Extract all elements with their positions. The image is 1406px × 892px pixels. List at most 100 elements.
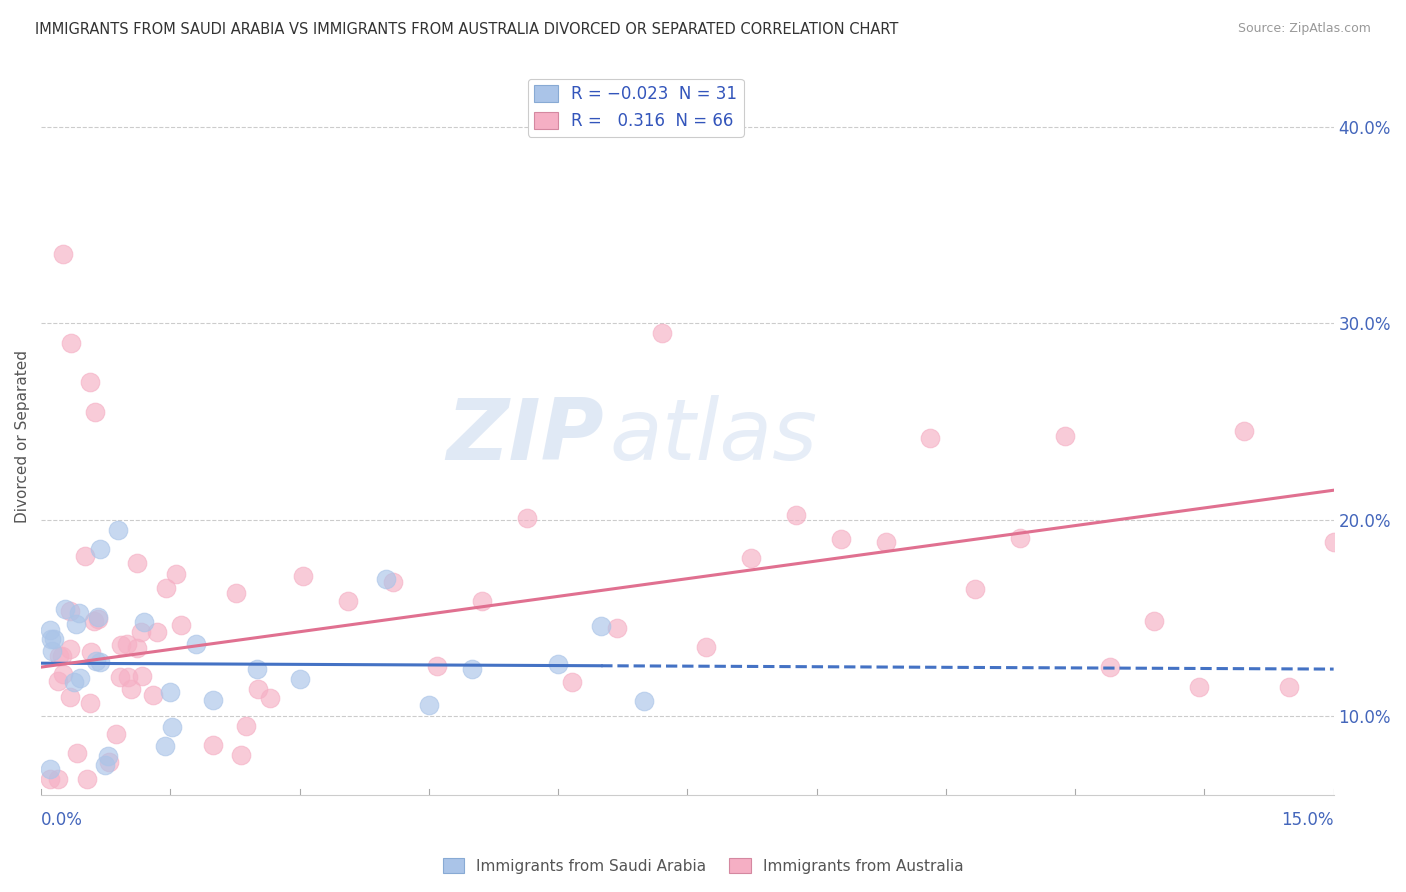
Point <box>606 620 628 634</box>
Point <box>63 674 86 689</box>
Text: Source: ZipAtlas.com: Source: ZipAtlas.com <box>1237 22 1371 36</box>
Point <box>231 748 253 763</box>
Point <box>471 594 494 608</box>
Point <box>1098 660 1121 674</box>
Point <box>146 625 169 640</box>
Legend: Immigrants from Saudi Arabia, Immigrants from Australia: Immigrants from Saudi Arabia, Immigrants… <box>436 852 970 880</box>
Point <box>59 690 82 705</box>
Point <box>38 762 60 776</box>
Point <box>155 582 177 596</box>
Point <box>965 582 987 596</box>
Point <box>66 747 89 761</box>
Point <box>202 738 225 752</box>
Point <box>46 772 69 786</box>
Point <box>69 606 91 620</box>
Point <box>127 640 149 655</box>
Point <box>65 617 87 632</box>
Point <box>418 698 440 713</box>
Point <box>785 508 807 522</box>
Point <box>381 574 404 589</box>
Point <box>89 655 111 669</box>
Point <box>160 720 183 734</box>
Y-axis label: Divorced or Separated: Divorced or Separated <box>15 350 30 523</box>
Point <box>84 404 107 418</box>
Point <box>131 669 153 683</box>
Point <box>44 632 66 646</box>
Point <box>53 602 76 616</box>
Point <box>60 335 83 350</box>
Point <box>374 572 396 586</box>
Point <box>1188 680 1211 694</box>
Point <box>48 649 70 664</box>
Point <box>79 645 101 659</box>
Point <box>83 614 105 628</box>
Point <box>39 772 62 786</box>
Point <box>51 648 73 663</box>
Text: 15.0%: 15.0% <box>1281 811 1334 829</box>
Point <box>1323 534 1346 549</box>
Point <box>633 694 655 708</box>
Point <box>97 748 120 763</box>
Point <box>97 755 120 769</box>
Point <box>69 671 91 685</box>
Point <box>292 569 315 583</box>
Point <box>142 688 165 702</box>
Text: IMMIGRANTS FROM SAUDI ARABIA VS IMMIGRANTS FROM AUSTRALIA DIVORCED OR SEPARATED : IMMIGRANTS FROM SAUDI ARABIA VS IMMIGRAN… <box>35 22 898 37</box>
Point <box>336 594 359 608</box>
Point <box>875 535 897 549</box>
Text: 0.0%: 0.0% <box>41 811 83 829</box>
Point <box>1053 429 1076 443</box>
Point <box>107 523 129 537</box>
Point <box>59 604 82 618</box>
Point <box>87 612 110 626</box>
Point <box>89 542 111 557</box>
Point <box>516 511 538 525</box>
Point <box>1278 680 1301 694</box>
Point <box>117 670 139 684</box>
Legend: R = −0.023  N = 31, R =   0.316  N = 66: R = −0.023 N = 31, R = 0.316 N = 66 <box>527 78 744 136</box>
Point <box>170 618 193 632</box>
Point <box>740 551 762 566</box>
Point <box>202 693 225 707</box>
Point <box>165 566 187 581</box>
Point <box>108 670 131 684</box>
Point <box>76 772 98 786</box>
Point <box>830 533 852 547</box>
Point <box>651 326 673 340</box>
Point <box>129 624 152 639</box>
Point <box>52 247 75 261</box>
Point <box>1008 531 1031 545</box>
Point <box>110 638 132 652</box>
Point <box>695 640 717 655</box>
Point <box>245 662 267 676</box>
Point <box>58 642 80 657</box>
Point <box>79 696 101 710</box>
Point <box>259 691 281 706</box>
Point <box>73 549 96 563</box>
Point <box>235 719 257 733</box>
Point <box>247 681 270 696</box>
Point <box>84 654 107 668</box>
Point <box>1143 614 1166 628</box>
Point <box>1233 424 1256 438</box>
Point <box>134 615 156 629</box>
Point <box>288 672 311 686</box>
Point <box>79 375 101 389</box>
Point <box>591 618 613 632</box>
Point <box>155 739 177 753</box>
Point <box>426 658 449 673</box>
Point <box>225 586 247 600</box>
Point <box>186 637 208 651</box>
Point <box>104 727 127 741</box>
Point <box>46 674 69 689</box>
Point <box>561 674 583 689</box>
Point <box>159 685 181 699</box>
Point <box>115 637 138 651</box>
Point <box>547 657 569 671</box>
Point <box>120 681 142 696</box>
Point <box>52 666 75 681</box>
Text: atlas: atlas <box>610 394 818 477</box>
Point <box>38 623 60 637</box>
Point <box>87 610 110 624</box>
Point <box>461 662 484 676</box>
